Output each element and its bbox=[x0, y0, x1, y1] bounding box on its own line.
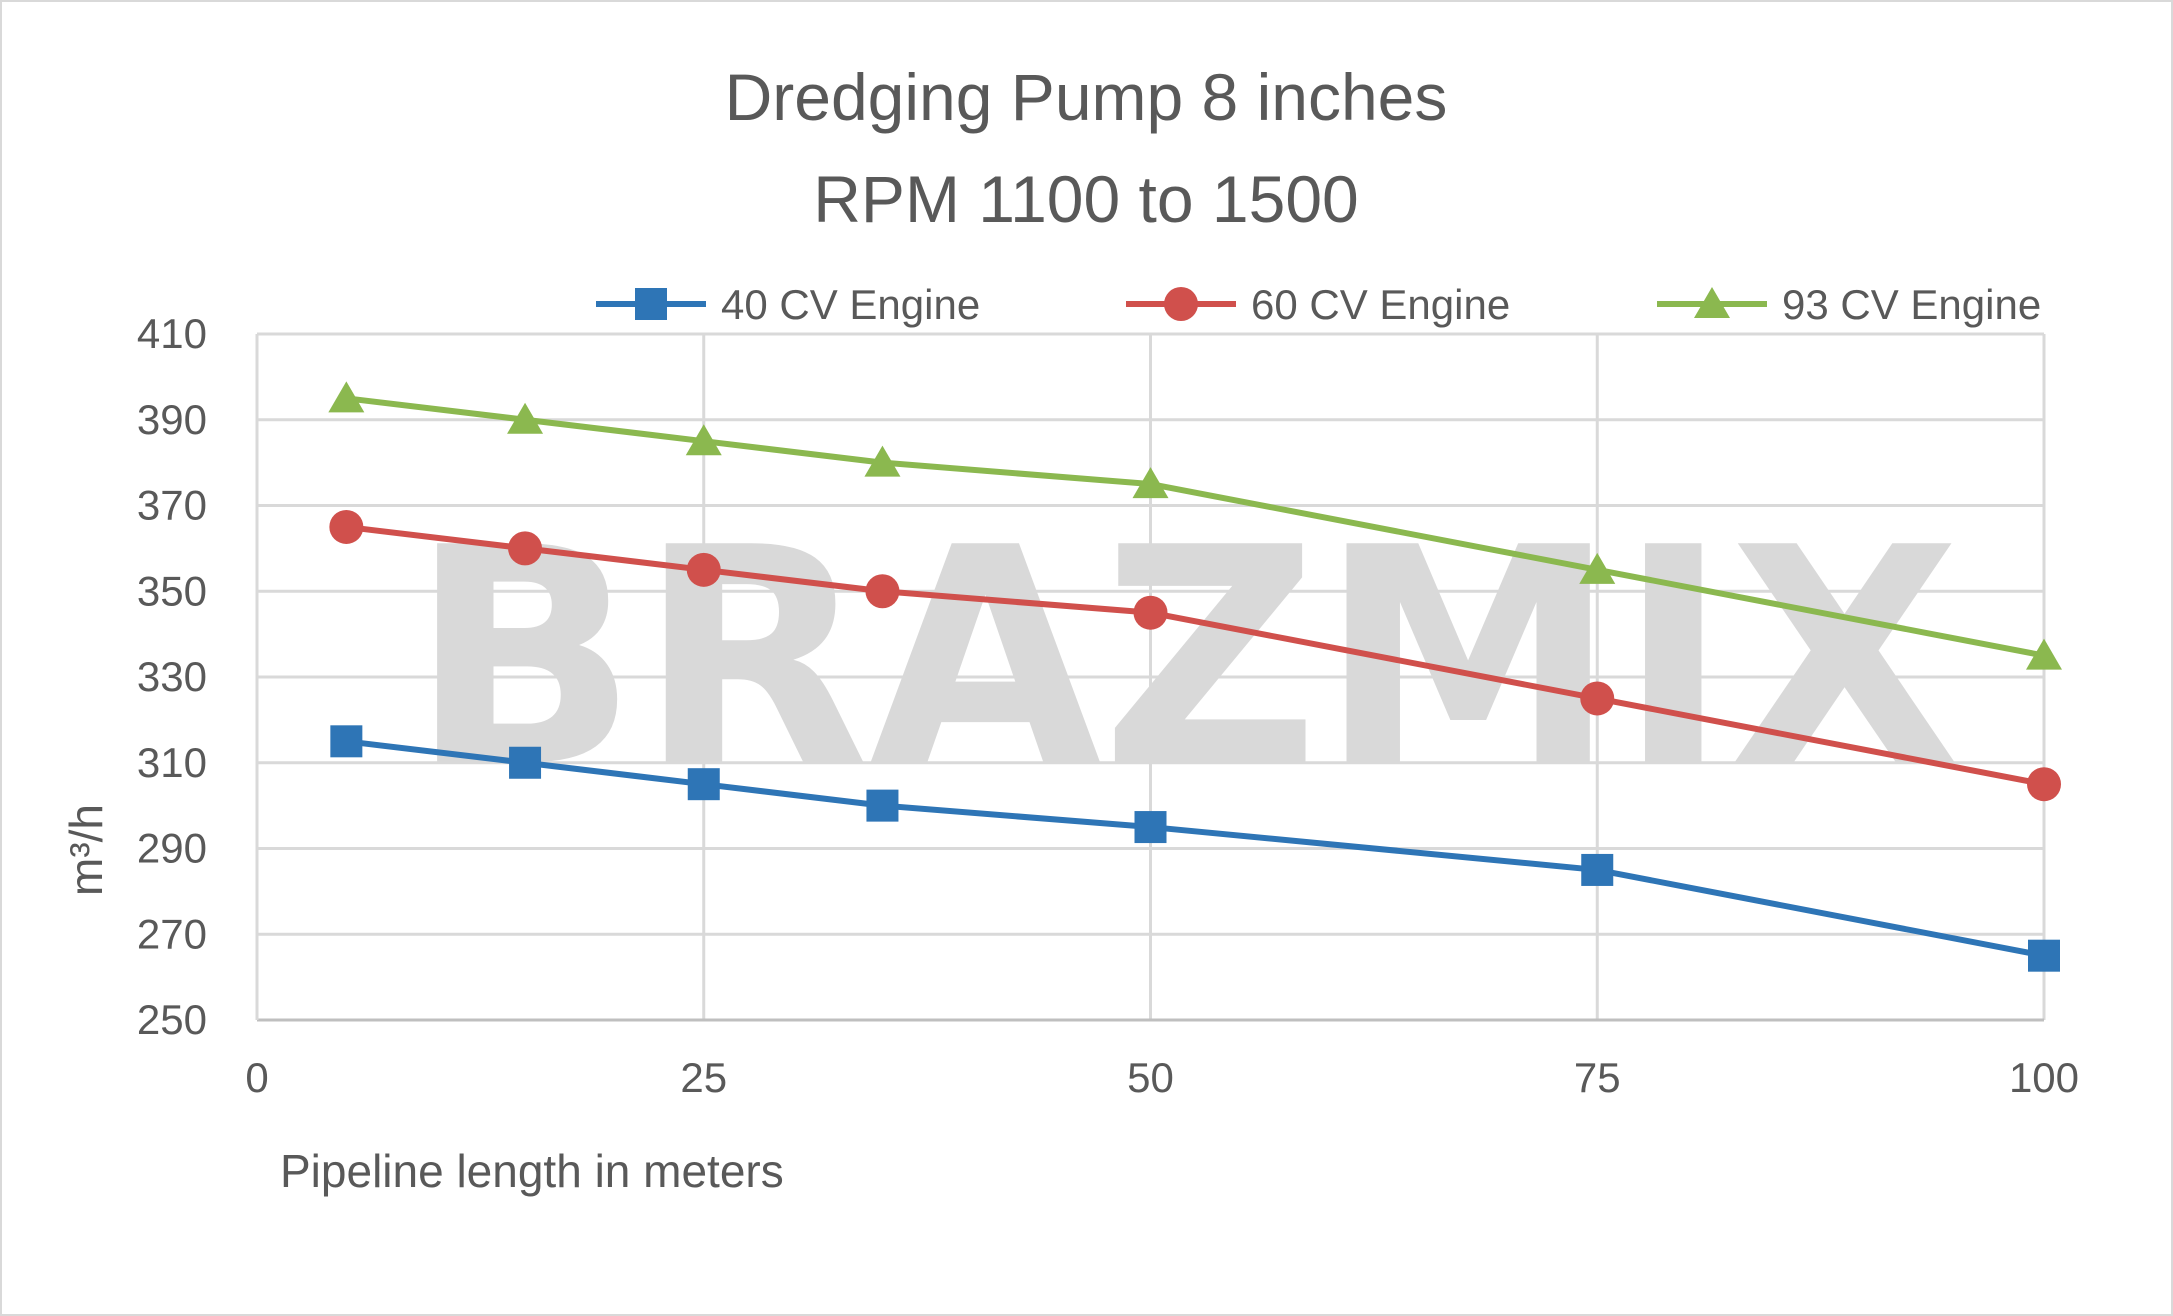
y-tick-label-290: 290 bbox=[137, 825, 207, 872]
x-tick-label-75: 75 bbox=[1574, 1054, 1621, 1101]
y-tick-label-310: 310 bbox=[137, 739, 207, 786]
legend-label-2: 60 CV Engine bbox=[1251, 281, 1510, 328]
y-tick-label-250: 250 bbox=[137, 996, 207, 1043]
data-point-1-4 bbox=[866, 789, 899, 822]
x-tick-label-100: 100 bbox=[2009, 1054, 2079, 1101]
data-point-1-1 bbox=[330, 725, 363, 758]
data-point-1-5 bbox=[1134, 811, 1167, 844]
chart-title-line-1: Dredging Pump 8 inches bbox=[725, 60, 1448, 134]
series-1 bbox=[330, 725, 2060, 972]
series-2 bbox=[329, 509, 2061, 802]
watermark-text: BRAZMIX bbox=[410, 484, 1961, 833]
data-point-2-7 bbox=[2027, 767, 2061, 802]
legend-entry-3: 93 CV Engine bbox=[1657, 281, 2041, 328]
data-point-2-4 bbox=[865, 574, 900, 609]
data-point-3-3 bbox=[685, 424, 722, 456]
legend-label-3: 93 CV Engine bbox=[1782, 281, 2041, 328]
data-point-2-5 bbox=[1133, 595, 1168, 630]
chart-title-line-2: RPM 1100 to 1500 bbox=[813, 162, 1358, 236]
series-3 bbox=[328, 381, 2062, 670]
data-point-2-3 bbox=[686, 552, 721, 587]
legend-marker-3 bbox=[1694, 287, 1730, 318]
tick-labels: 250 270 290 310 330 350 370 390 410 0 25 50 75 100 bbox=[137, 310, 2079, 1101]
data-point-2-1 bbox=[329, 509, 364, 544]
data-point-3-1 bbox=[328, 381, 365, 413]
x-tick-label-50: 50 bbox=[1127, 1054, 1174, 1101]
axes bbox=[255, 334, 2044, 1022]
data-point-1-6 bbox=[1581, 853, 1614, 886]
data-point-1-2 bbox=[509, 746, 542, 779]
legend-entry-1: 40 CV Engine bbox=[596, 281, 980, 328]
data-point-1-7 bbox=[2028, 939, 2060, 972]
legend-marker-1 bbox=[635, 288, 667, 320]
data-point-3-5 bbox=[1132, 467, 1169, 499]
x-tick-label-25: 25 bbox=[680, 1054, 727, 1101]
data-point-3-6 bbox=[1579, 552, 1616, 584]
data-point-3-4 bbox=[864, 445, 901, 477]
y-tick-label-410: 410 bbox=[137, 310, 207, 357]
data-point-2-6 bbox=[1580, 681, 1615, 716]
legend-entry-2: 60 CV Engine bbox=[1126, 281, 1510, 328]
data-point-1-3 bbox=[687, 768, 720, 801]
legend-label-1: 40 CV Engine bbox=[721, 281, 980, 328]
x-tick-label-0: 0 bbox=[245, 1054, 268, 1101]
data-point-3-7 bbox=[2026, 638, 2062, 670]
y-axis-title: m³/h bbox=[60, 804, 112, 896]
y-tick-label-270: 270 bbox=[137, 910, 207, 957]
x-axis-title: Pipeline length in meters bbox=[280, 1145, 784, 1197]
data-point-2-2 bbox=[508, 531, 543, 566]
y-tick-label-350: 350 bbox=[137, 567, 207, 614]
legend-marker-2 bbox=[1164, 287, 1198, 321]
y-tick-label-330: 330 bbox=[137, 653, 207, 700]
data-point-3-2 bbox=[507, 402, 544, 434]
y-tick-label-370: 370 bbox=[137, 482, 207, 529]
legend: 40 CV Engine 60 CV Engine 93 CV Engine bbox=[596, 281, 2041, 328]
series-group bbox=[328, 381, 2062, 972]
y-tick-label-390: 390 bbox=[137, 396, 207, 443]
